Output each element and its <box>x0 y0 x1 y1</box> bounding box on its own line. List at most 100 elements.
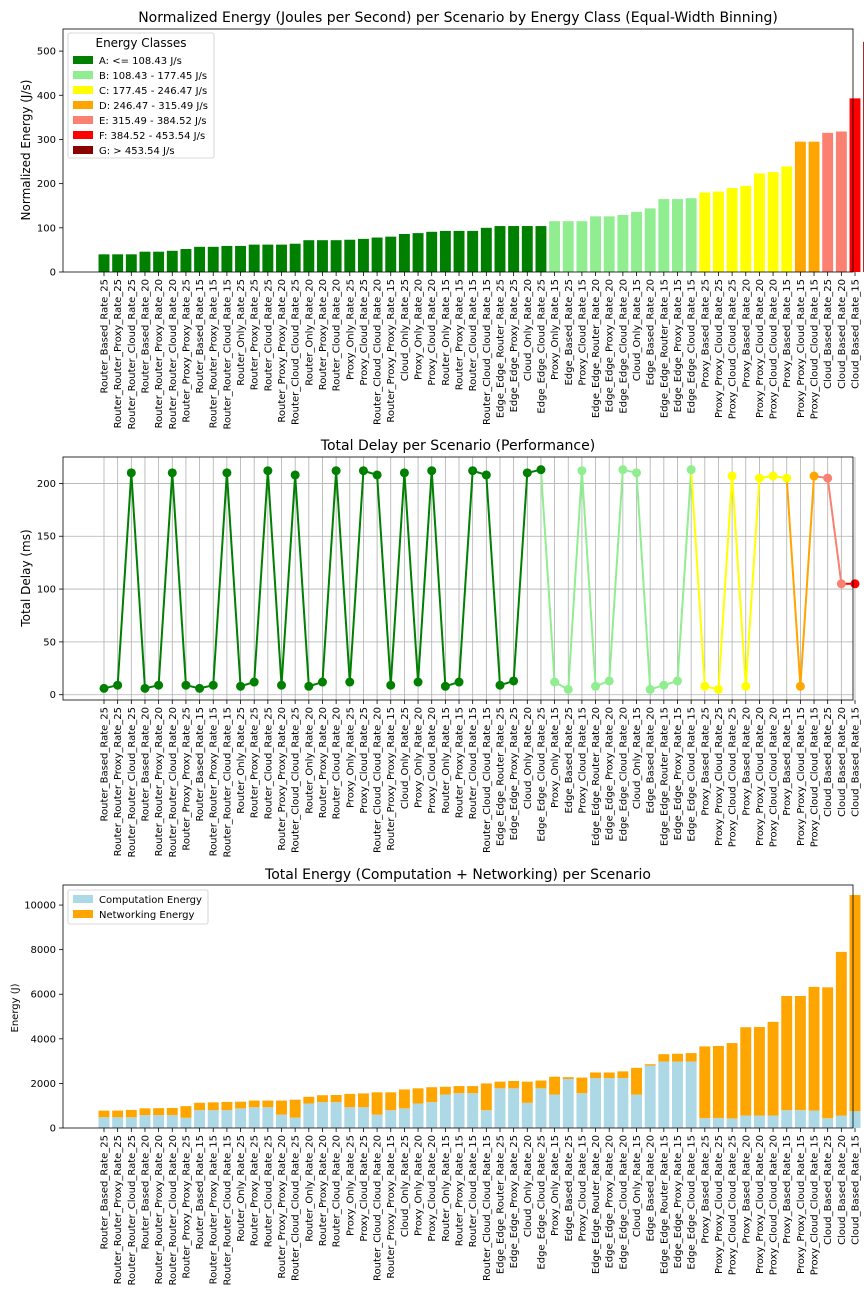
chart1-xtick-label: Router_Proxy_Rate_20 <box>318 279 329 390</box>
chart2-xtick-label: Proxy_Cloud_Cloud_Rate_25 <box>728 707 739 847</box>
chart1-ytick-label: 500 <box>37 47 56 58</box>
chart2-point <box>317 677 327 687</box>
chart2-xtick-label: Router_Cloud_Rate_20 <box>332 707 343 819</box>
chart3-ytick-label: 10000 <box>24 901 56 912</box>
chart2-line-segment <box>225 472 242 687</box>
chart3-computation-bar <box>849 1111 861 1128</box>
chart1-bar <box>453 230 465 272</box>
chart1-bar <box>712 191 724 272</box>
chart3-legend-box <box>67 889 209 925</box>
chart3-networking-bar <box>385 1092 397 1111</box>
chart1-xtick-label: Router_Proxy_Proxy_Rate_25 <box>181 279 192 423</box>
chart3-ylabel: Energy (J) <box>10 983 21 1032</box>
chart3-computation-bar <box>644 1065 656 1128</box>
chart2-point <box>509 676 519 686</box>
chart2-point <box>468 466 478 476</box>
chart3-networking-bar <box>194 1102 206 1111</box>
chart1-xtick-label: Edge_Edge_Router_Rate_20 <box>591 279 602 418</box>
total-energy-stacked-chart: Total Energy (Computation + Networking) … <box>10 867 862 1286</box>
chart1-xtick-label: Proxy_Only_Rate_20 <box>414 279 425 380</box>
chart3-networking-bar <box>98 1110 110 1118</box>
chart3-networking-bar <box>658 1054 670 1062</box>
chart2-point <box>154 680 164 690</box>
chart2-line-segment <box>417 470 433 683</box>
chart2-line-segment <box>512 472 529 682</box>
chart3-networking-bar <box>371 1092 383 1115</box>
chart2-xtick-label: Cloud_Based_Rate_20 <box>837 707 848 817</box>
chart2-point <box>399 468 409 478</box>
chart1-ylabel: Normalized Energy (J/s) <box>19 80 33 221</box>
chart2-line-segment <box>485 474 501 686</box>
chart1-legend-swatch <box>73 56 93 64</box>
chart2-xtick-label: Cloud_Only_Rate_15 <box>632 707 643 809</box>
chart3-computation-bar <box>317 1102 328 1128</box>
chart2-line-segment <box>280 474 297 686</box>
chart3-networking-bar <box>467 1086 479 1094</box>
chart3-computation-bar <box>480 1110 492 1128</box>
chart1-bar <box>849 98 861 273</box>
chart3-xtick-label: Router_Cloud_Cloud_Rate_25 <box>291 1135 302 1281</box>
chart3-computation-bar <box>453 1093 465 1128</box>
chart1-xtick-label: Edge_Based_Rate_25 <box>564 279 575 386</box>
chart1-xtick-label: Edge_Edge_Proxy_Rate_20 <box>605 279 616 412</box>
chart1-ytick-label: 100 <box>37 223 56 234</box>
chart3-xtick-label: Proxy_Proxy_Cloud_Rate_25 <box>714 1135 725 1274</box>
chart3-xtick-label: Router_Proxy_Proxy_Rate_25 <box>181 1135 192 1279</box>
chart2-xtick-label: Router_Only_Rate_25 <box>236 707 247 814</box>
chart1-bar <box>180 249 192 272</box>
chart3-computation-bar <box>576 1093 588 1128</box>
chart1-bar <box>699 192 711 272</box>
chart2-point <box>618 465 628 475</box>
chart3-computation-bar <box>808 1110 820 1128</box>
chart3-computation-bar <box>562 1078 574 1128</box>
chart2-xtick-label: Router_Proxy_Rate_15 <box>455 707 466 818</box>
chart1-xtick-label: Edge_Edge_Cloud_Rate_25 <box>536 279 547 414</box>
chart1-bar <box>603 216 615 272</box>
chart1-xtick-label: Edge_Edge_Cloud_Rate_20 <box>618 279 629 414</box>
chart3-computation-bar <box>672 1061 683 1128</box>
chart3-computation-bar <box>439 1094 451 1128</box>
chart3-xtick-label: Router_Proxy_Proxy_Rate_15 <box>386 1135 397 1279</box>
chart2-line-segment <box>717 475 734 690</box>
chart3-networking-bar <box>712 1045 724 1118</box>
chart3-ytick-label: 2000 <box>31 1079 56 1090</box>
chart3-xtick-label: Edge_Edge_Router_Rate_20 <box>591 1135 602 1274</box>
chart3-xtick-label: Edge_Edge_Cloud_Rate_15 <box>687 1135 698 1270</box>
chart2-xtick-label: Proxy_Based_Rate_15 <box>782 707 793 816</box>
chart1-xtick-label: Proxy_Proxy_Cloud_Rate_20 <box>755 279 766 418</box>
chart1-bar <box>330 240 342 272</box>
chart2-xtick-label: Router_Cloud_Rate_15 <box>468 707 479 819</box>
chart2-line-segment <box>690 469 706 687</box>
chart3-computation-bar <box>276 1114 287 1128</box>
chart2-xtick-label: Proxy_Based_Rate_25 <box>700 707 711 816</box>
chart1-xtick-label: Proxy_Proxy_Cloud_Rate_25 <box>714 279 725 418</box>
chart3-xtick-label: Cloud_Only_Rate_15 <box>632 1135 643 1237</box>
chart2-line-segment <box>799 475 816 687</box>
chart3-computation-bar <box>371 1114 383 1128</box>
chart2-line-segment <box>376 474 392 686</box>
chart3-computation-bar <box>289 1117 301 1128</box>
chart3-xtick-label: Proxy_Based_Rate_20 <box>741 1135 752 1244</box>
chart2-point <box>604 676 614 686</box>
chart2-xtick-label: Router_Only_Rate_20 <box>304 707 315 814</box>
chart3-xtick-label: Proxy_Cloud_Cloud_Rate_20 <box>769 1135 780 1275</box>
chart3-xtick-label: Router_Proxy_Rate_15 <box>455 1135 466 1246</box>
chart3-xtick-label: Edge_Edge_Router_Rate_25 <box>495 1135 506 1274</box>
chart1-xtick-label: Proxy_Cloud_Cloud_Rate_25 <box>728 279 739 419</box>
chart2-point <box>126 468 136 478</box>
chart2-xtick-label: Proxy_Cloud_Rate_25 <box>359 707 370 814</box>
chart3-xtick-label: Router_Cloud_Rate_20 <box>332 1135 343 1247</box>
chart1-bar <box>303 240 315 272</box>
chart3-xtick-label: Router_Proxy_Rate_20 <box>318 1135 329 1246</box>
chart1-bar <box>207 246 219 272</box>
chart1-xtick-label: Cloud_Only_Rate_15 <box>632 279 643 381</box>
chart2-line-segment <box>744 478 761 687</box>
chart3-networking-bar <box>317 1095 328 1103</box>
chart1-bar <box>631 211 642 272</box>
chart1-frame <box>62 28 854 273</box>
chart3-xtick-label: Router_Only_Rate_25 <box>236 1135 247 1242</box>
chart3-networking-bar <box>740 1027 752 1116</box>
chart3-xtick-label: Router_Based_Rate_15 <box>195 1135 206 1250</box>
chart3-legend-swatch <box>73 895 93 903</box>
chart1-ytick-label: 300 <box>37 135 56 146</box>
